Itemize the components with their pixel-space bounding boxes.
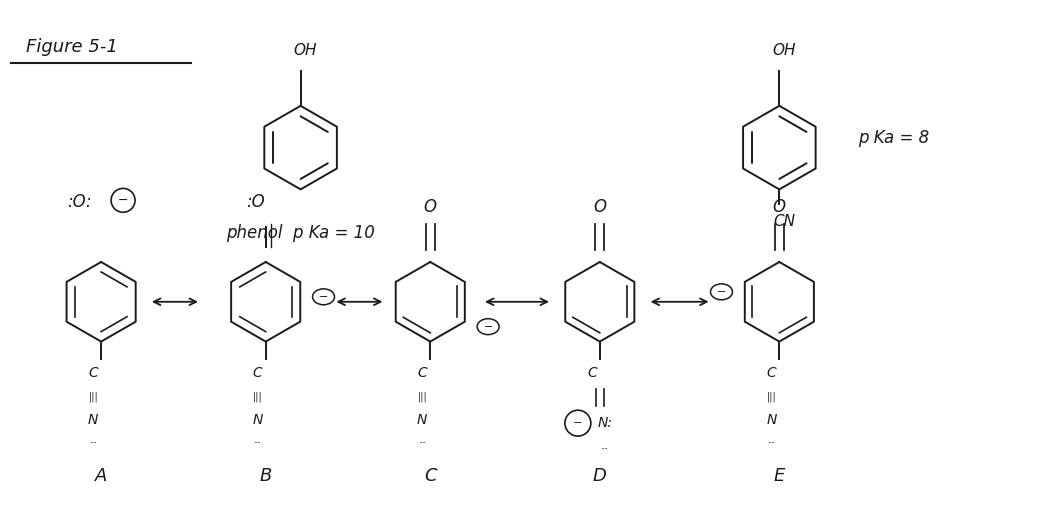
Text: |||: ||| (88, 392, 98, 402)
Text: −: − (483, 322, 493, 331)
Text: C: C (766, 366, 776, 381)
Text: O: O (594, 198, 606, 216)
Text: −: − (717, 287, 726, 297)
Text: C: C (587, 366, 597, 381)
Text: ..: .. (253, 433, 262, 446)
Text: ..: .. (767, 433, 775, 446)
Text: E: E (774, 467, 785, 485)
Text: C: C (88, 366, 98, 381)
Text: B: B (260, 467, 271, 485)
Text: p Ka = 8: p Ka = 8 (859, 128, 930, 147)
Text: C: C (253, 366, 263, 381)
Text: CN: CN (774, 214, 795, 229)
Text: A: A (95, 467, 107, 485)
Text: Figure 5-1: Figure 5-1 (26, 38, 119, 56)
Text: ..: .. (419, 433, 426, 446)
Text: −: − (118, 194, 128, 207)
Text: O: O (424, 198, 437, 216)
Text: −: − (319, 292, 329, 302)
Text: −: − (573, 418, 583, 428)
Text: N:: N: (597, 416, 613, 430)
Text: |||: ||| (418, 392, 427, 402)
Text: O: O (773, 198, 785, 216)
Text: N: N (417, 413, 427, 427)
Text: OH: OH (294, 43, 317, 58)
Text: C: C (418, 366, 427, 381)
Text: |||: ||| (253, 392, 263, 402)
Text: N: N (252, 413, 263, 427)
Text: :O: :O (246, 193, 265, 211)
Text: ..: .. (89, 433, 98, 446)
Text: OH: OH (773, 43, 796, 58)
Text: phenol  p Ka = 10: phenol p Ka = 10 (226, 224, 375, 242)
Text: N: N (766, 413, 777, 427)
Text: C: C (424, 467, 437, 485)
Text: :O:: :O: (67, 193, 91, 211)
Text: D: D (593, 467, 606, 485)
Text: |||: ||| (766, 392, 776, 402)
Text: ..: .. (601, 439, 608, 452)
Text: N: N (88, 413, 99, 427)
